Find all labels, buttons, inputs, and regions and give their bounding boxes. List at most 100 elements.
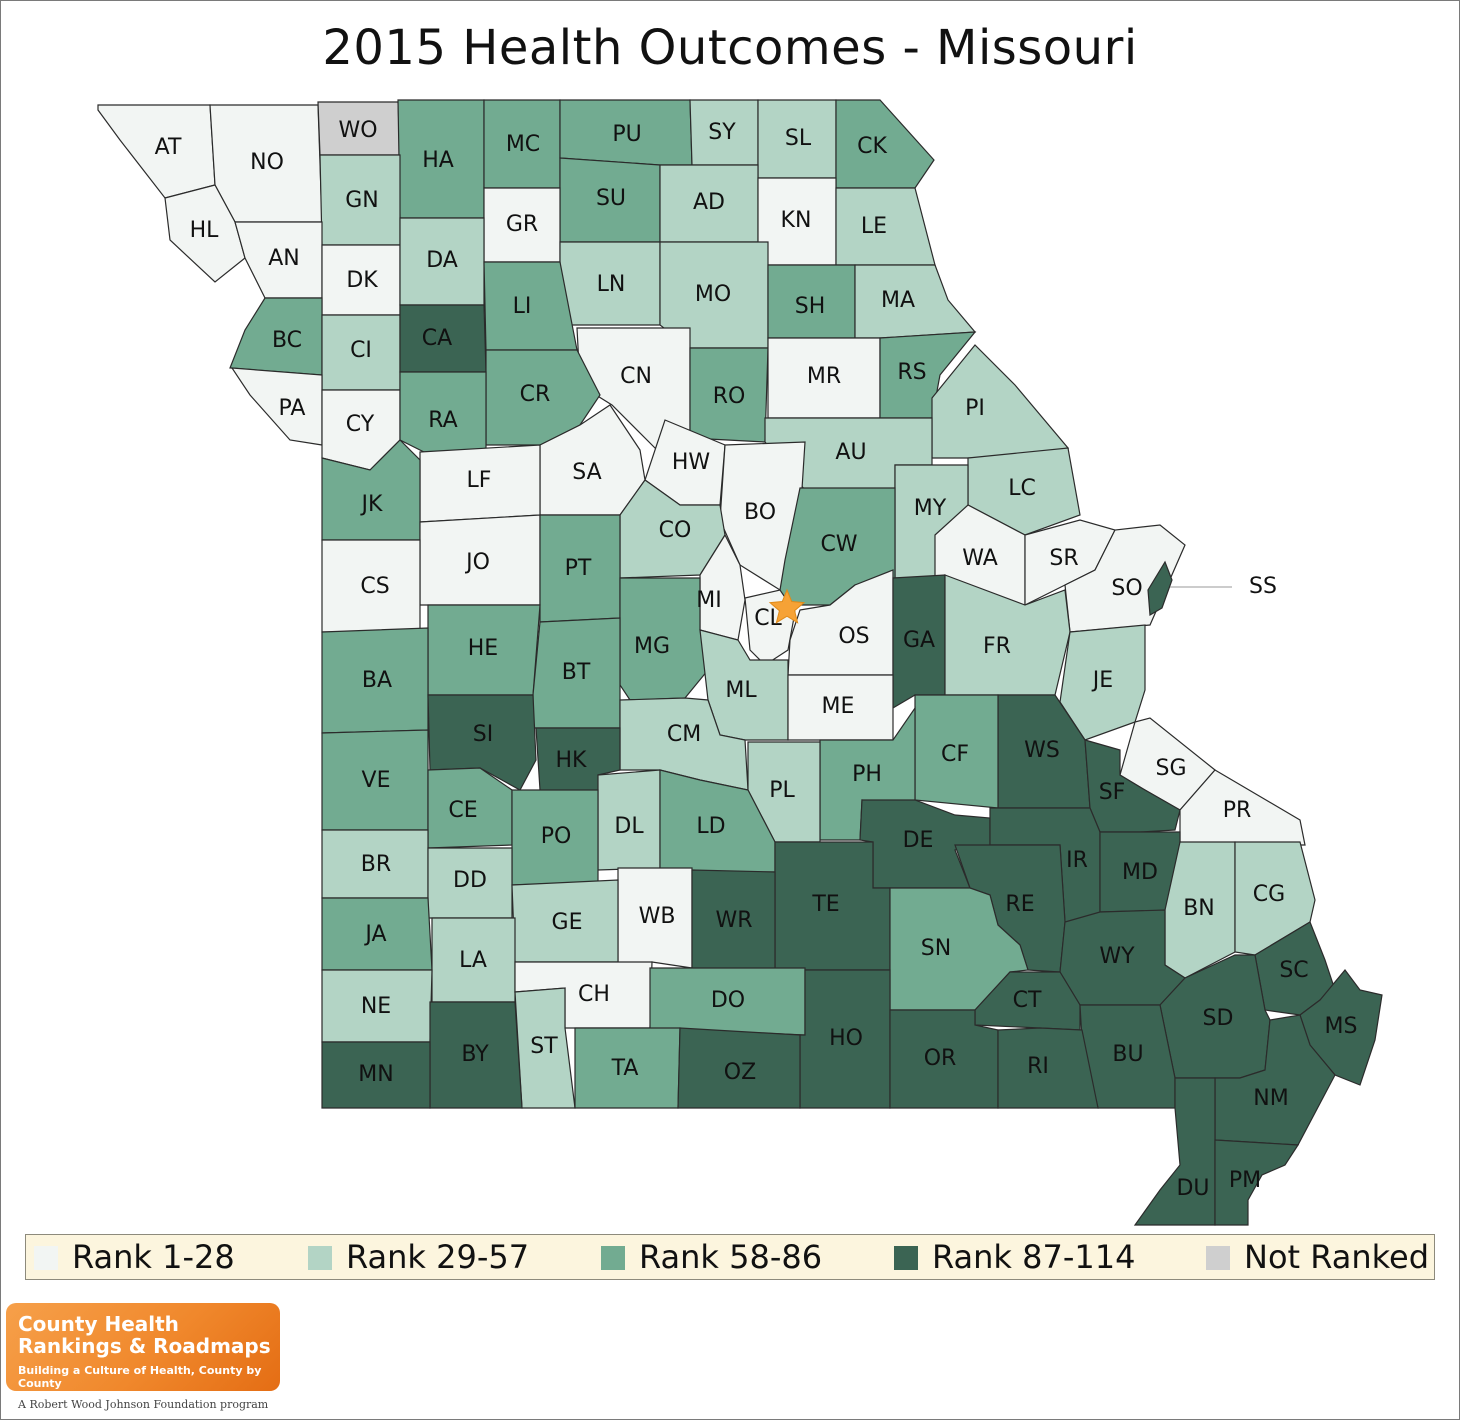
county-label-ml: ML (725, 678, 757, 703)
county-label-ha: HA (422, 148, 454, 173)
county-label-ro: RO (713, 384, 746, 409)
county-label-si: SI (473, 722, 493, 747)
county-label-wy: WY (1099, 944, 1135, 969)
county-label-sa: SA (572, 460, 601, 485)
capital-star-icon (768, 588, 806, 624)
legend-swatch (601, 1246, 625, 1270)
county-label-dl: DL (614, 814, 644, 839)
county-label-st: ST (530, 1034, 558, 1059)
county-label-bu: BU (1112, 1042, 1143, 1067)
county-label-cw: CW (820, 532, 857, 557)
legend-swatch (308, 1246, 332, 1270)
county-label-he: HE (468, 636, 498, 661)
county-label-oz: OZ (724, 1060, 756, 1085)
legend: Rank 1-28 Rank 29-57 Rank 58-86 Rank 87-114… (25, 1234, 1435, 1280)
county-pa (230, 367, 323, 446)
legend-label: Rank 29-57 (346, 1238, 530, 1276)
county-label-du: DU (1176, 1176, 1209, 1201)
county-label-dd: DD (453, 868, 487, 893)
county-label-me: ME (822, 694, 855, 719)
county-ss (1147, 560, 1173, 616)
county-label-jk: JK (360, 492, 383, 517)
legend-swatch (1206, 1246, 1230, 1270)
county-label-at: AT (155, 135, 182, 160)
county-label-ce: CE (448, 798, 477, 823)
county-label-pm: PM (1229, 1168, 1261, 1193)
county-label-wr: WR (715, 908, 752, 933)
county-label-ch: CH (578, 982, 610, 1007)
county-label-sg: SG (1155, 756, 1186, 781)
county-label-ct: CT (1013, 988, 1042, 1013)
county-label-no: NO (250, 150, 284, 175)
county-label-hk: HK (556, 748, 588, 773)
county-ct (974, 971, 1081, 1031)
county-label-br: BR (361, 852, 391, 877)
county-label-md: MD (1122, 860, 1158, 885)
county-label-mr: MR (807, 364, 841, 389)
county-label-pt: PT (565, 556, 592, 581)
county-label-ad: AD (693, 190, 725, 215)
county-label-bn: BN (1183, 896, 1215, 921)
county-label-sd: SD (1203, 1006, 1234, 1031)
county-label-ge: GE (552, 910, 583, 935)
county-label-gr: GR (506, 212, 538, 237)
county-label-ca: CA (422, 326, 452, 351)
county-label-ln: LN (597, 272, 626, 297)
county-label-mn: MN (358, 1062, 393, 1087)
county-label-mc: MC (506, 132, 540, 157)
county-label-su: SU (596, 186, 626, 211)
county-label-ba: BA (362, 668, 392, 693)
county-label-cm: CM (667, 722, 701, 747)
county-label-ve: VE (362, 768, 391, 793)
logo-line-1: County Health (18, 1312, 179, 1336)
county-label-ho: HO (829, 1026, 863, 1051)
county-label-cg: CG (1253, 882, 1285, 907)
county-label-ck: CK (857, 134, 887, 159)
county-label-po: PO (541, 824, 572, 849)
legend-label: Rank 58-86 (639, 1238, 823, 1276)
county-label-jo: JO (464, 550, 490, 575)
county-label-je: JE (1091, 668, 1113, 693)
legend-swatch (894, 1246, 918, 1270)
county-label-ta: TA (611, 1056, 639, 1081)
county-label-fr: FR (983, 634, 1011, 659)
county-label-lc: LC (1008, 476, 1036, 501)
county-label-dk: DK (346, 268, 378, 293)
county-label-pu: PU (612, 122, 641, 147)
county-label-pi: PI (965, 396, 985, 421)
county-label-hl: HL (190, 218, 220, 243)
county-label-gn: GN (345, 188, 379, 213)
county-label-or: OR (924, 1046, 957, 1071)
county-label-sn: SN (921, 936, 951, 961)
county-pi (931, 344, 1070, 459)
county-label-mi: MI (696, 588, 721, 613)
county-label-ma: MA (881, 288, 915, 313)
county-label-ss: SS (1249, 574, 1277, 599)
county-mn (321, 1041, 431, 1109)
county-label-sh: SH (795, 294, 826, 319)
county-label-la: LA (459, 948, 487, 973)
county-label-sl: SL (785, 126, 812, 151)
county-du (1133, 1077, 1216, 1226)
county-label-ld: LD (696, 814, 725, 839)
legend-swatch (34, 1246, 58, 1270)
county-label-bt: BT (562, 660, 591, 685)
county-label-pa: PA (279, 396, 306, 421)
county-label-cf: CF (941, 742, 969, 767)
county-label-bc: BC (272, 328, 302, 353)
county-label-cy: CY (346, 412, 375, 437)
county-label-ra: RA (428, 408, 457, 433)
county-label-hw: HW (672, 450, 711, 475)
legend-label: Rank 87-114 (932, 1238, 1136, 1276)
county-label-wb: WB (639, 904, 676, 929)
county-label-sy: SY (708, 120, 736, 145)
county-label-wa: WA (962, 546, 998, 571)
county-label-nm: NM (1253, 1086, 1288, 1111)
county-label-sc: SC (1279, 958, 1308, 983)
county-label-do: DO (711, 988, 745, 1013)
county-label-os: OS (838, 624, 869, 649)
logo-line-2: Rankings & Roadmaps (18, 1334, 271, 1358)
county-label-ph: PH (852, 762, 882, 787)
county-label-pr: PR (1223, 798, 1252, 823)
